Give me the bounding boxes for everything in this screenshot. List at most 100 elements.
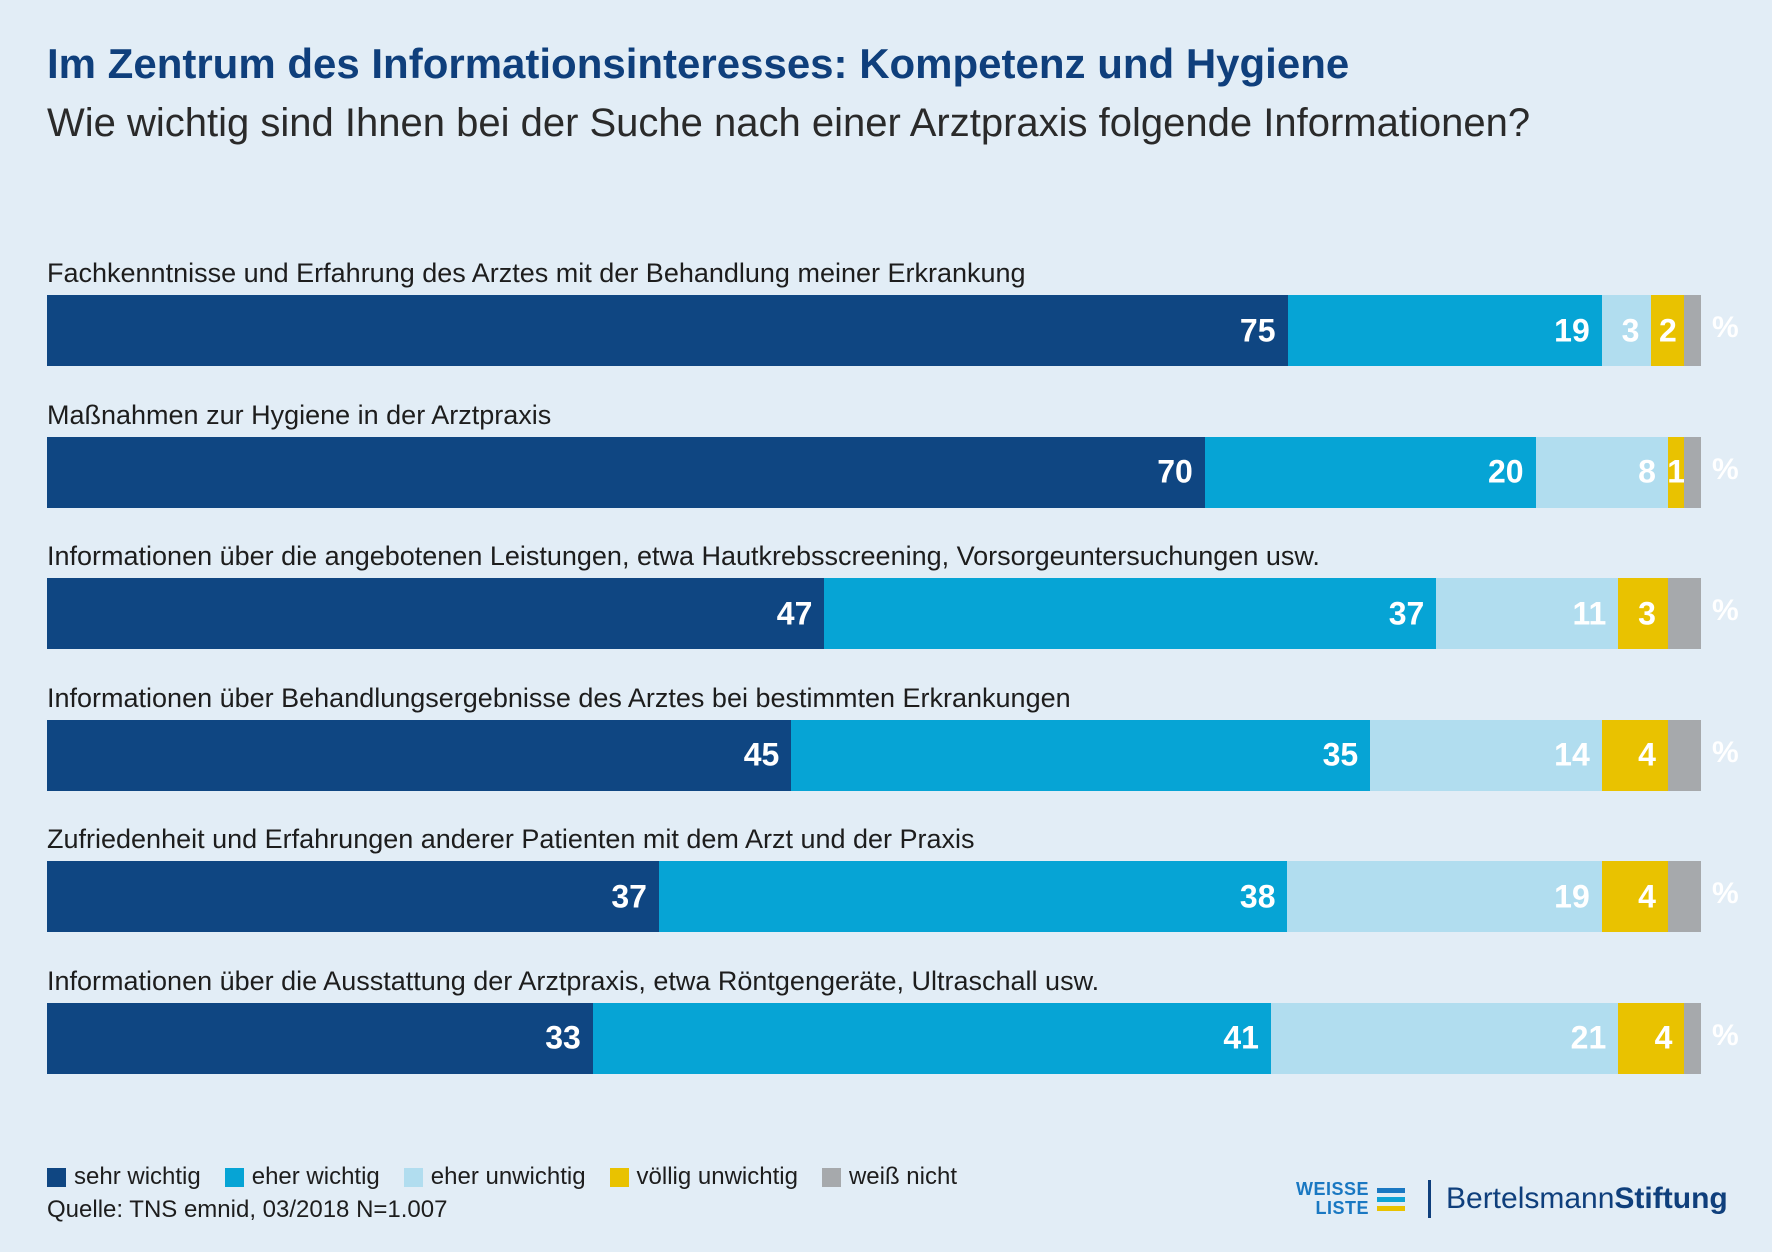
data-label: 4	[1638, 878, 1656, 914]
data-label: 35	[1322, 736, 1359, 773]
legend-swatch	[47, 1167, 66, 1187]
data-label: 33	[545, 1019, 581, 1056]
bar-segment	[1667, 861, 1701, 932]
legend-label: völlig unwichtig	[636, 1163, 798, 1190]
bar-segment: 11	[1436, 578, 1619, 649]
bar-segment: 37	[47, 861, 659, 932]
data-label: 2	[1659, 312, 1677, 348]
data-label: 3	[1638, 595, 1656, 631]
legend-swatch	[609, 1167, 629, 1187]
data-label: 4	[1654, 1019, 1673, 1056]
bar-segment: 8	[1535, 436, 1668, 508]
percent-unit-label: %	[1712, 594, 1739, 627]
bar-segment: 14	[1370, 719, 1602, 791]
bar-segment: 4	[1601, 719, 1668, 791]
bar-segment: 37	[824, 578, 1437, 649]
stacked-bar: 70 20 8 1	[47, 436, 1701, 508]
bar-segment: 47	[47, 578, 825, 649]
legend-item: sehr wichtig	[47, 1163, 201, 1191]
stacked-bar: 45 35 14 4	[47, 719, 1701, 791]
bertelsmann-logo-regular: Bertelsmann	[1446, 1182, 1615, 1215]
stacked-bar: 33 41 21 4	[47, 1002, 1701, 1074]
legend-item: eher wichtig	[224, 1163, 380, 1191]
bar-segment	[1684, 436, 1701, 508]
chart-title: Im Zentrum des Informationsinteresses: K…	[47, 40, 1350, 87]
logo-divider	[1428, 1180, 1431, 1218]
data-label: 38	[1239, 878, 1276, 914]
bar-segment: 45	[47, 719, 792, 791]
category-label: Fachkenntnisse und Erfahrung des Arztes …	[47, 258, 1026, 288]
bar-segment: 4	[1601, 861, 1668, 932]
percent-unit-label: %	[1712, 452, 1739, 486]
source-note: Quelle: TNS emnid, 03/2018 N=1.007	[47, 1196, 448, 1223]
legend-label: eher unwichtig	[430, 1163, 586, 1190]
bar-segment: 38	[658, 861, 1288, 932]
percent-unit-label: %	[1712, 735, 1739, 769]
chart-subtitle: Wie wichtig sind Ihnen bei der Suche nac…	[47, 101, 1531, 145]
bar-segment: 35	[791, 719, 1371, 791]
data-label: 45	[743, 736, 780, 773]
bertelsmann-stiftung-logo: BertelsmannStiftung	[1446, 1182, 1728, 1216]
bar-segment: 2	[1651, 295, 1685, 366]
legend-swatch	[821, 1167, 841, 1187]
bar-segment: 41	[592, 1002, 1271, 1074]
category-label: Zufriedenheit und Erfahrungen anderer Pa…	[47, 824, 975, 854]
stacked-bar: 75 19 3 2	[47, 295, 1701, 366]
bar-segment: 3	[1618, 578, 1668, 649]
data-label: 3	[1621, 312, 1640, 348]
legend: sehr wichtig eher wichtig eher unwichtig vö…	[47, 1163, 981, 1191]
weisse-liste-logo-line2: LISTE	[1315, 1198, 1370, 1218]
bar-segment	[1684, 295, 1701, 366]
data-label: 37	[611, 878, 647, 914]
legend-swatch	[224, 1167, 244, 1187]
weisse-liste-logo: WEISSE LISTE	[1296, 1179, 1406, 1218]
percent-unit-label: %	[1712, 311, 1739, 344]
data-label: 11	[1572, 595, 1607, 631]
data-label: 21	[1570, 1019, 1607, 1056]
bertelsmann-logo-bold: Stiftung	[1614, 1182, 1728, 1215]
bar-segment: 33	[47, 1002, 593, 1074]
legend-item: völlig unwichtig	[609, 1163, 798, 1191]
bar-segment	[1667, 578, 1701, 649]
bar-segment: 1	[1667, 436, 1686, 508]
legend-item: weiß nicht	[821, 1163, 958, 1191]
data-label: 37	[1388, 595, 1425, 631]
data-label: 75	[1239, 312, 1276, 348]
weisse-liste-stripes-icon	[1377, 1186, 1406, 1213]
data-label: 41	[1223, 1019, 1259, 1056]
data-label: 4	[1638, 736, 1656, 773]
bar-segment: 75	[47, 295, 1288, 366]
category-label: Informationen über die angebotenen Leist…	[47, 541, 1320, 571]
legend-item: eher unwichtig	[403, 1163, 586, 1191]
stacked-bar: 37 38 19 4	[47, 861, 1701, 932]
data-label: 19	[1554, 878, 1590, 914]
bar-segment: 4	[1618, 1002, 1685, 1074]
bar-segment: 70	[47, 436, 1205, 508]
stacked-bar: 47 37 11 3	[47, 578, 1701, 649]
data-label: 47	[776, 595, 813, 631]
bar-segment: 19	[1287, 295, 1602, 366]
percent-unit-label: %	[1712, 877, 1739, 910]
data-label: 14	[1554, 736, 1590, 773]
data-label: 20	[1488, 453, 1524, 490]
data-label: 8	[1638, 453, 1656, 490]
bar-segment	[1684, 1002, 1701, 1074]
bar-segment: 20	[1204, 436, 1536, 508]
category-label: Informationen über Behandlungsergebnisse…	[47, 682, 1071, 713]
data-label: 70	[1157, 453, 1193, 490]
legend-label: eher wichtig	[251, 1163, 380, 1190]
data-label: 19	[1554, 312, 1590, 348]
bar-segment: 3	[1601, 295, 1652, 366]
data-label: 1	[1667, 453, 1686, 490]
bar-segment	[1667, 719, 1701, 791]
bar-segment: 21	[1270, 1002, 1619, 1074]
legend-label: sehr wichtig	[74, 1163, 201, 1190]
category-label: Informationen über die Ausstattung der A…	[47, 965, 1100, 996]
category-label: Maßnahmen zur Hygiene in der Arztpraxis	[47, 399, 552, 430]
bar-segment: 19	[1287, 861, 1602, 932]
legend-label: weiß nicht	[848, 1163, 958, 1190]
legend-swatch	[403, 1167, 423, 1187]
weisse-liste-logo-line1: WEISSE	[1296, 1179, 1370, 1199]
percent-unit-label: %	[1712, 1018, 1739, 1052]
